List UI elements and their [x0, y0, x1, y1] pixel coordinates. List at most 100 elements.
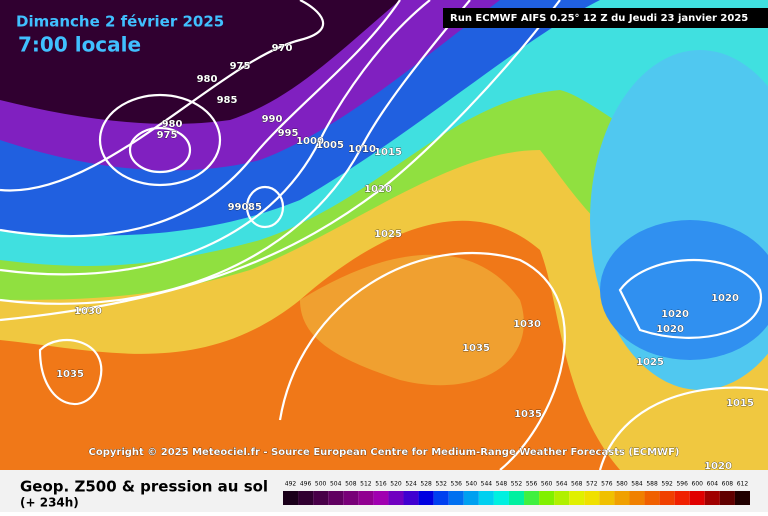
colorbar-label: 492 — [285, 481, 297, 488]
colorbar-label: 540 — [466, 481, 478, 488]
colorbar-cell — [689, 491, 705, 505]
colorbar-label: 608 — [722, 481, 734, 488]
colorbar-label: 584 — [631, 481, 643, 488]
colorbar-cell — [418, 491, 434, 505]
z500-band — [0, 0, 400, 124]
colorbar-cell — [584, 491, 600, 505]
colorbar-cell — [719, 491, 735, 505]
colorbar-cell — [734, 491, 750, 505]
colorbar-label: 560 — [541, 481, 553, 488]
isobar-label: 1020 — [656, 324, 684, 335]
map-title: Geop. Z500 & pression au sol — [20, 478, 268, 496]
colorbar-cell — [508, 491, 525, 505]
isobar-label: 1025 — [636, 357, 664, 368]
isobar-label: 1035 — [462, 343, 490, 354]
colorbar-cell — [298, 491, 314, 505]
colorbar-label: 592 — [661, 481, 673, 488]
isobar-label: 975 — [230, 61, 251, 72]
isobars — [0, 0, 768, 471]
colorbar-label: 496 — [300, 481, 312, 488]
isobar-label: 990 — [262, 114, 283, 125]
colorbar-cell — [283, 491, 299, 505]
isobar-label: 1030 — [74, 306, 102, 317]
isobar-label: 1015 — [374, 147, 402, 158]
colorbar-cell — [463, 491, 479, 505]
colorbar-cell — [388, 491, 404, 505]
isobar-label: 1020 — [661, 309, 689, 320]
isobar-label: 1020 — [704, 461, 732, 472]
colorbar-cell — [373, 491, 389, 505]
isobar-label: 975 — [157, 130, 178, 141]
colorbar-cell — [674, 491, 690, 505]
z500-band — [300, 254, 524, 386]
colorbar-cell — [478, 491, 494, 505]
colorbar-cell — [629, 491, 645, 505]
colorbar-label: 576 — [601, 481, 613, 488]
isobar-label: 1035 — [56, 369, 84, 380]
colorbar-label: 572 — [586, 481, 598, 488]
isobar-label: 985 — [217, 95, 238, 106]
isobar-label: 1020 — [364, 184, 392, 195]
colorbar-label: 524 — [405, 481, 417, 488]
colorbar-label: 512 — [360, 481, 372, 488]
colorbar-cell — [448, 491, 464, 505]
colorbar-cell — [524, 491, 540, 505]
isobar-label: 1015 — [726, 398, 754, 409]
colorbar-label: 508 — [345, 481, 357, 488]
colorbar-label: 600 — [692, 481, 704, 488]
colorbar-cell — [403, 491, 419, 505]
forecast-time: 7:00 locale — [18, 33, 141, 57]
lead-time: (+ 234h) — [20, 496, 79, 510]
isobar-label: 1035 — [514, 409, 542, 420]
colorbar-cell — [569, 491, 585, 505]
colorbar-label: 596 — [676, 481, 688, 488]
isobar-label: 85 — [248, 202, 262, 213]
colorbar-label: 548 — [496, 481, 508, 488]
colorbar-label: 556 — [526, 481, 538, 488]
colorbar-label: 588 — [646, 481, 658, 488]
run-info: Run ECMWF AIFS 0.25° 12 Z du Jeudi 23 ja… — [450, 13, 748, 24]
isobar-label: 995 — [278, 128, 299, 139]
colorbar-label: 504 — [330, 481, 342, 488]
colorbar-cell — [358, 491, 374, 505]
colorbar-cell — [659, 491, 675, 505]
colorbar-cell — [554, 491, 570, 505]
colorbar-cell — [433, 491, 449, 505]
colorbar-cell — [313, 491, 329, 505]
copyright: Copyright © 2025 Meteociel.fr - Source E… — [89, 447, 680, 458]
isobar-label: 1005 — [316, 140, 344, 151]
colorbar-label: 544 — [481, 481, 493, 488]
colorbar-cell — [493, 491, 509, 505]
colorbar-label: 520 — [390, 481, 402, 488]
colorbar-label: 580 — [616, 481, 628, 488]
colorbar-label: 564 — [556, 481, 568, 488]
z500-band — [600, 220, 768, 360]
colorbar-cell — [328, 491, 344, 505]
colorbar-label: 500 — [315, 481, 327, 488]
isobar-label: 1030 — [513, 319, 541, 330]
colorbar-label: 552 — [511, 481, 523, 488]
colorbar-label: 516 — [375, 481, 387, 488]
isobar-label: 980 — [162, 119, 183, 130]
colorbar-label: 536 — [451, 481, 463, 488]
run-box — [443, 8, 768, 28]
isobar-label: 1020 — [711, 293, 739, 304]
colorbar-cell — [539, 491, 555, 505]
colorbar-label: 532 — [435, 481, 447, 488]
isobar-label: 980 — [197, 74, 218, 85]
isobar-label: 990 — [228, 202, 249, 213]
isobar-label: 1010 — [348, 144, 376, 155]
isobar-label: 1025 — [374, 229, 402, 240]
colorbar-label: 612 — [737, 481, 749, 488]
isobar-label: 1000 — [296, 136, 324, 147]
colorbar-cell — [343, 491, 359, 505]
colorbar-cell — [644, 491, 660, 505]
colorbar-cell — [704, 491, 720, 505]
colorbar-label: 568 — [571, 481, 583, 488]
colorbar-cell — [614, 491, 630, 505]
colorbar-label: 528 — [420, 481, 432, 488]
isobar-label: 970 — [272, 43, 293, 54]
colorbar-cell — [599, 491, 615, 505]
forecast-date: Dimanche 2 février 2025 — [16, 13, 224, 31]
